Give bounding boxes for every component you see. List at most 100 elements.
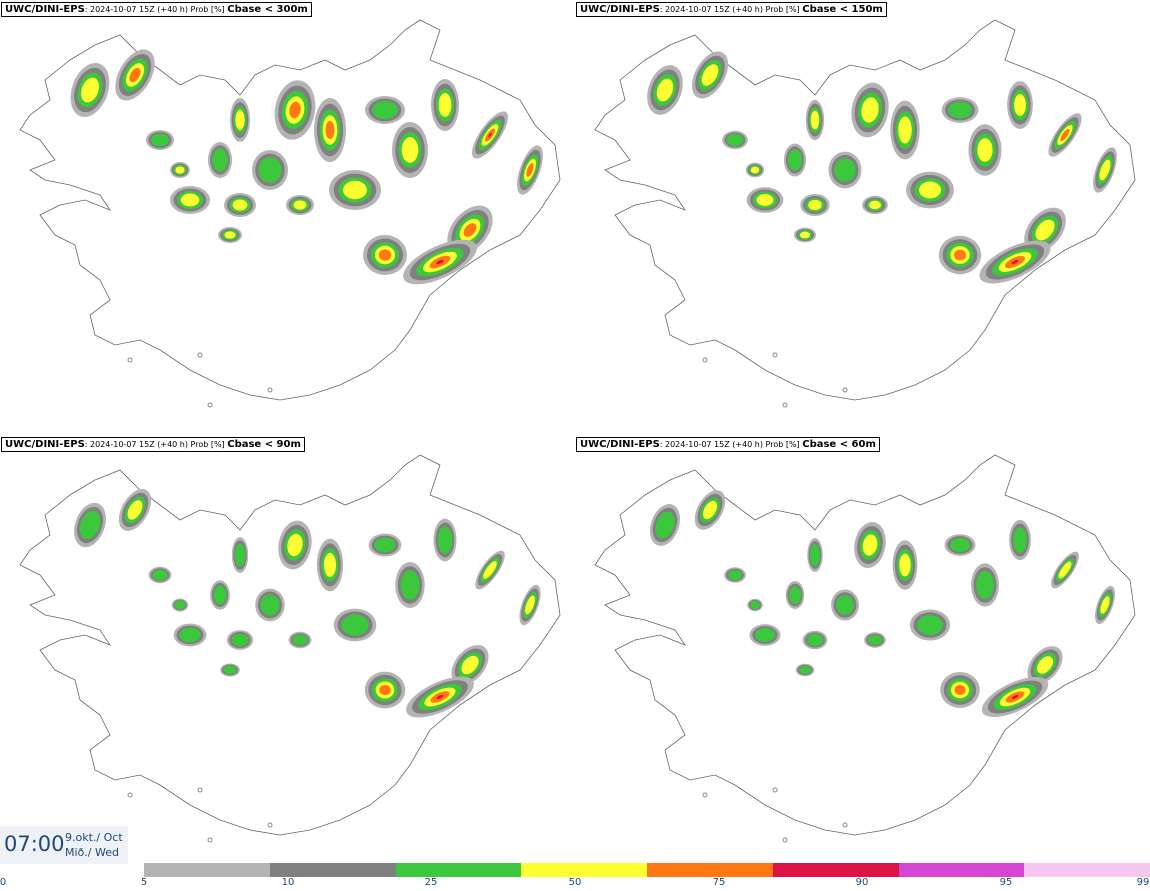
probability-area (745, 162, 765, 178)
panel-title: UWC/DINI-EPS: 2024-10-07 15Z (+40 h) Pro… (1, 2, 312, 17)
coastline (594, 19, 1136, 401)
colorbar-tick-label: 99 (1136, 877, 1150, 888)
probability-area (316, 538, 344, 592)
run-meta: : 2024-10-07 15Z (+40 h) Prob [%] (659, 440, 803, 449)
probability-area (892, 540, 918, 590)
iceland-map (594, 19, 1136, 408)
colorbar-segment (269, 863, 396, 877)
probability-area (433, 518, 457, 562)
probability-colorbar (144, 863, 1150, 877)
probability-area (1027, 646, 1063, 684)
probability-area (890, 100, 920, 160)
probability-area (854, 521, 886, 569)
probability-area (451, 645, 489, 685)
probability-area (746, 187, 784, 213)
probability-area (1093, 147, 1117, 193)
probability-area (747, 598, 763, 612)
probability-area (793, 227, 817, 243)
probability-area (218, 227, 242, 243)
probability-area (909, 609, 951, 641)
colorbar-tick-label: 50 (568, 877, 582, 888)
valid-time: 07:00 (4, 832, 65, 856)
probability-area (146, 130, 174, 150)
run-meta: : 2024-10-07 15Z (+40 h) Prob [%] (659, 5, 803, 14)
probability-area (785, 581, 805, 609)
probability-area (288, 631, 312, 649)
lake-outline (782, 402, 788, 408)
probability-area (749, 624, 781, 646)
probability-area (314, 98, 346, 162)
colorbar-segment (395, 863, 522, 877)
probability-area (971, 563, 999, 607)
probability-area (220, 663, 240, 677)
colorbar-segment (772, 863, 899, 877)
probability-area (805, 99, 825, 141)
probability-area (941, 97, 979, 123)
panel-title: UWC/DINI-EPS: 2024-10-07 15Z (+40 h) Pro… (1, 437, 305, 452)
map-panel: UWC/DINI-EPS: 2024-10-07 15Z (+40 h) Pro… (575, 0, 1150, 435)
probability-area (170, 162, 190, 178)
probability-area (471, 111, 509, 159)
probability-area (274, 80, 316, 140)
probability-area (649, 504, 681, 546)
model-name: UWC/DINI-EPS (580, 439, 660, 450)
lake-outline (267, 387, 273, 393)
cbase-threshold: Cbase < 150m (802, 4, 883, 15)
probability-area (392, 122, 428, 178)
lake-outline (127, 357, 133, 363)
probability-area (170, 186, 210, 214)
cbase-threshold: Cbase < 60m (802, 439, 876, 450)
probability-area (1009, 519, 1031, 561)
probability-area (691, 51, 729, 99)
map-panel: UWC/DINI-EPS: 2024-10-07 15Z (+40 h) Pro… (575, 435, 1150, 870)
probability-area (1094, 585, 1116, 625)
probability-area (906, 171, 954, 209)
probability-area (851, 82, 889, 138)
lake-outline (207, 402, 213, 408)
probability-area (224, 193, 256, 217)
probability-area (519, 584, 541, 626)
probability-area (403, 239, 477, 285)
probability-area (981, 676, 1049, 718)
lake-outline (267, 822, 273, 828)
probability-area (795, 663, 815, 677)
probability-area (255, 588, 285, 622)
probability-area (475, 550, 505, 590)
probability-area (800, 193, 830, 217)
colorbar-tick-label: 90 (855, 877, 869, 888)
colorbar-segment (521, 863, 647, 877)
probability-area (1051, 551, 1079, 589)
probability-area (70, 62, 110, 118)
probability-area (802, 630, 828, 650)
probability-area (1048, 113, 1082, 157)
probability-area (968, 124, 1002, 176)
valid-date-line2: Mið./ Wed (65, 846, 119, 859)
probability-area (647, 65, 683, 115)
colorbar-segment (647, 863, 773, 877)
valid-date-line1: 9.okt./ Oct (65, 831, 123, 844)
colorbar-segment (1024, 863, 1150, 877)
probability-area (938, 235, 982, 275)
probability-area (173, 623, 207, 647)
lake-outline (772, 787, 778, 793)
valid-time-box: 07:00 9.okt./ Oct Mið./ Wed (0, 826, 128, 864)
colorbar-tick-label: 25 (424, 877, 438, 888)
coastline (594, 454, 1136, 836)
probability-area (226, 630, 254, 650)
lake-outline (197, 787, 203, 793)
iceland-map (594, 454, 1136, 843)
run-meta: : 2024-10-07 15Z (+40 h) Prob [%] (84, 440, 228, 449)
probability-area (828, 151, 862, 189)
probability-area (230, 98, 250, 142)
probability-area (210, 580, 230, 610)
lake-outline (702, 357, 708, 363)
probability-area (171, 598, 189, 612)
probability-area (74, 502, 106, 548)
colorbar-segment (898, 863, 1025, 877)
probability-area (364, 671, 406, 709)
colorbar-segment (144, 863, 270, 877)
probability-area (365, 96, 405, 124)
colorbar-tick-label: 10 (281, 877, 295, 888)
panel-title: UWC/DINI-EPS: 2024-10-07 15Z (+40 h) Pro… (576, 2, 887, 17)
probability-area (252, 150, 288, 190)
